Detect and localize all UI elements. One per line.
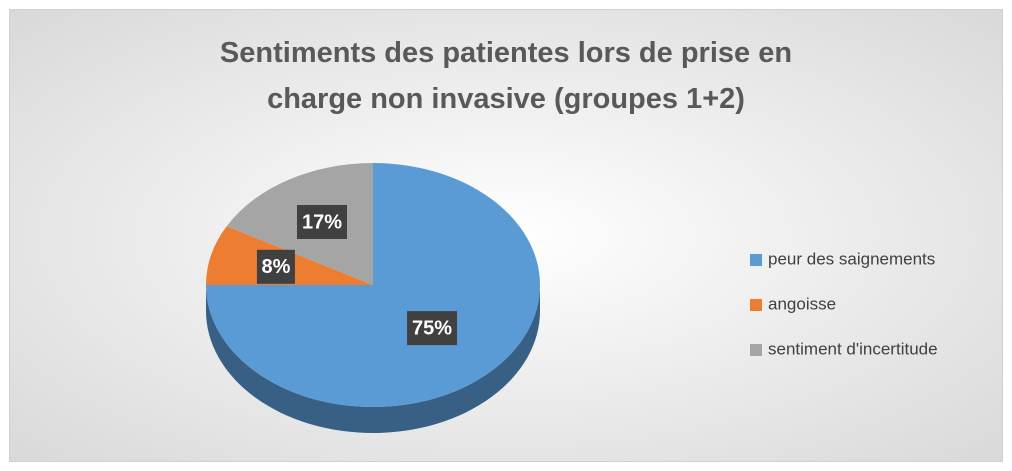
legend-label: angoisse [768, 294, 836, 313]
legend-swatch [750, 299, 762, 311]
data-label: 75% [412, 317, 452, 339]
data-label-box [256, 249, 295, 284]
data-label: 17% [302, 211, 342, 233]
data-label: 8% [261, 256, 290, 278]
data-label-box [296, 204, 347, 239]
chart-title: Sentiments des patientes lors de prise e… [219, 37, 793, 115]
legend-swatch [750, 344, 762, 356]
data-label-box [407, 311, 458, 346]
title-box: Sentiments des patientes lors de prise e… [219, 37, 793, 115]
legend-label: peur des saignements [768, 249, 935, 268]
pie-side [206, 285, 540, 433]
legend-swatch [750, 254, 762, 266]
legend-label: sentiment d'incertitude [768, 339, 938, 358]
